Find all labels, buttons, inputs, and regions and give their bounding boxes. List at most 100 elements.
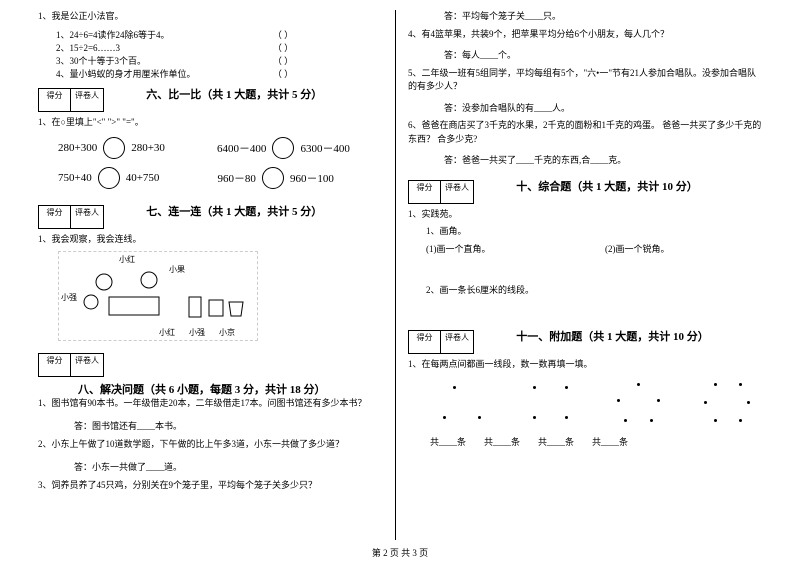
a5: 答：没参加合唱队的有____人。 (408, 102, 762, 116)
sec10-sub1: 1、画角。 (408, 225, 762, 239)
dot-icon (650, 419, 653, 422)
q1-item-3: 3、30个十等于3个百。 （ ） (38, 54, 298, 67)
expr: 960－80 (217, 170, 256, 186)
q1-item-1: 1、24÷6=4读作24除6等于4。 （ ） (38, 28, 298, 41)
sub1b: (2)画一个锐角。 (605, 244, 670, 254)
sec11-stem: 1、在每两点间都画一线段，数一数再填一填。 (408, 358, 762, 372)
compare-row-1: 280+300 280+30 6400－400 6300－400 (58, 137, 383, 159)
paren: （ ） (268, 28, 298, 41)
draw-space (408, 260, 762, 284)
dot-icon (453, 386, 456, 389)
dot-icon (714, 383, 717, 386)
objects-icon (187, 292, 247, 322)
dots-group-3 (612, 381, 675, 431)
dot-icon (739, 419, 742, 422)
dot-icon (478, 416, 481, 419)
dots-group-1 (438, 381, 501, 431)
sub1a: (1)画一个直角。 (426, 244, 491, 254)
section-10-title: 十、综合题（共 1 大题，共计 10 分） (516, 178, 698, 194)
expr: 960－100 (290, 170, 334, 186)
dots-row (438, 381, 762, 431)
sec8-q1: 1、图书馆有90本书。一年级借走20本，二年级借走17本。问图书馆还有多少本书？ (38, 397, 383, 411)
sec8-q3: 3、饲养员养了45只鸡，分别关在9个笼子里，平均每个笼子关多少只？ (38, 479, 383, 493)
paren: （ ） (268, 67, 298, 80)
score-box-7: 得分 评卷人 七、连一连（共 1 大题，共计 5 分） (38, 197, 383, 233)
dot-icon (533, 416, 536, 419)
expr: 280+300 (58, 142, 97, 154)
dot-icon (637, 383, 640, 386)
dot-icon (443, 416, 446, 419)
page-container: 1、我是公正小法官。 1、24÷6=4读作24除6等于4。 （ ） 2、15÷2… (0, 0, 800, 540)
q1-item-2: 2、15÷2=6……3 （ ） (38, 41, 298, 54)
q1-item-4-text: 4、量小蚂蚁的身才用厘米作单位。 (56, 67, 196, 80)
right-column: 答：平均每个笼子关____只。 4、有4篮苹果，共装9个，把苹果平均分给6个小朋… (400, 10, 770, 540)
dot-icon (704, 401, 707, 404)
paren: （ ） (268, 54, 298, 67)
section-6-title: 六、比一比（共 1 大题，共计 5 分） (146, 86, 322, 102)
sec8-a2: 答：小东一共做了____道。 (38, 461, 383, 475)
score-label: 得分 (409, 181, 441, 203)
paren: （ ） (268, 41, 298, 54)
section-7-title: 七、连一连（共 1 大题，共计 5 分） (146, 203, 322, 219)
expr: 6400－400 (217, 140, 267, 156)
dot-icon (714, 419, 717, 422)
dot-icon (565, 416, 568, 419)
a4: 答：每人____个。 (408, 49, 762, 63)
kids-illustration-icon (79, 262, 199, 332)
circle-icon (272, 137, 294, 159)
q1-item-1-text: 1、24÷6=4读作24除6等于4。 (56, 28, 170, 41)
column-divider (395, 10, 396, 540)
grader-label: 评卷人 (441, 331, 473, 353)
img-label: 小京 (219, 327, 235, 338)
sec7-stem: 1、我会观察，我会连线。 (38, 233, 383, 247)
q6: 6、爸爸在商店买了3千克的水果，2千克的面粉和1千克的鸡蛋。 爸爸一共买了多少千… (408, 119, 762, 146)
draw-space (408, 302, 762, 322)
sec10-stem: 1、实践苑。 (408, 208, 762, 222)
dots-group-2 (525, 381, 588, 431)
section-8-title: 八、解决问题（共 6 小题，每题 3 分，共计 18 分） (78, 381, 326, 397)
score-label: 得分 (39, 354, 71, 376)
compare-row-2: 750+40 40+750 960－80 960－100 (58, 167, 383, 189)
dot-icon (617, 399, 620, 402)
circle-icon (262, 167, 284, 189)
dot-icon (739, 383, 742, 386)
q1-item-2-text: 2、15÷2=6……3 (56, 41, 120, 54)
expr: 280+30 (131, 142, 165, 154)
ans-4: 共____条 (592, 435, 628, 448)
expr: 6300－400 (300, 140, 350, 156)
q4: 4、有4篮苹果，共装9个，把苹果平均分给6个小朋友，每人几个？ (408, 28, 762, 42)
sec10-sub2: 2、画一条长6厘米的线段。 (408, 284, 762, 298)
sec6-stem: 1、在○里填上"<" ">" "="。 (38, 116, 383, 130)
circle-icon (98, 167, 120, 189)
img-label: 小强 (61, 292, 77, 303)
ans-2: 共____条 (484, 435, 520, 448)
sec8-a1: 答：图书馆还有____本书。 (38, 420, 383, 434)
score-box-8: 得分 评卷人 八、解决问题（共 6 小题，每题 3 分，共计 18 分） (38, 345, 383, 397)
q1-stem: 1、我是公正小法官。 (38, 10, 383, 24)
grader-label: 评卷人 (71, 354, 103, 376)
ans-3: 共____条 (538, 435, 574, 448)
grader-label: 评卷人 (71, 206, 103, 228)
score-box-10: 得分 评卷人 十、综合题（共 1 大题，共计 10 分） (408, 172, 762, 208)
circle-icon (103, 137, 125, 159)
grader-label: 评卷人 (71, 89, 103, 111)
dot-icon (624, 419, 627, 422)
score-label: 得分 (39, 89, 71, 111)
dot-icon (533, 386, 536, 389)
dots-group-4 (699, 381, 762, 431)
connect-image: 小红 小果 小强 小红 小强 小京 (58, 251, 258, 341)
img-label: 小红 (159, 327, 175, 338)
dot-icon (565, 386, 568, 389)
score-label: 得分 (39, 206, 71, 228)
sec10-sub1-row: (1)画一个直角。 (2)画一个锐角。 (408, 243, 762, 257)
img-label: 小强 (189, 327, 205, 338)
sec8-q2: 2、小东上午做了10道数学题，下午做的比上午多3道，小东一共做了多少道？ (38, 438, 383, 452)
expr: 40+750 (126, 172, 160, 184)
dot-icon (657, 399, 660, 402)
expr: 750+40 (58, 172, 92, 184)
q5: 5、二年级一班有5组同学，平均每组有5个，"六•一"节有21人参加合唱队。没参加… (408, 67, 762, 94)
dot-icon (747, 401, 750, 404)
ans-1: 共____条 (430, 435, 466, 448)
score-label: 得分 (409, 331, 441, 353)
score-box-6: 得分 评卷人 六、比一比（共 1 大题，共计 5 分） (38, 80, 383, 116)
